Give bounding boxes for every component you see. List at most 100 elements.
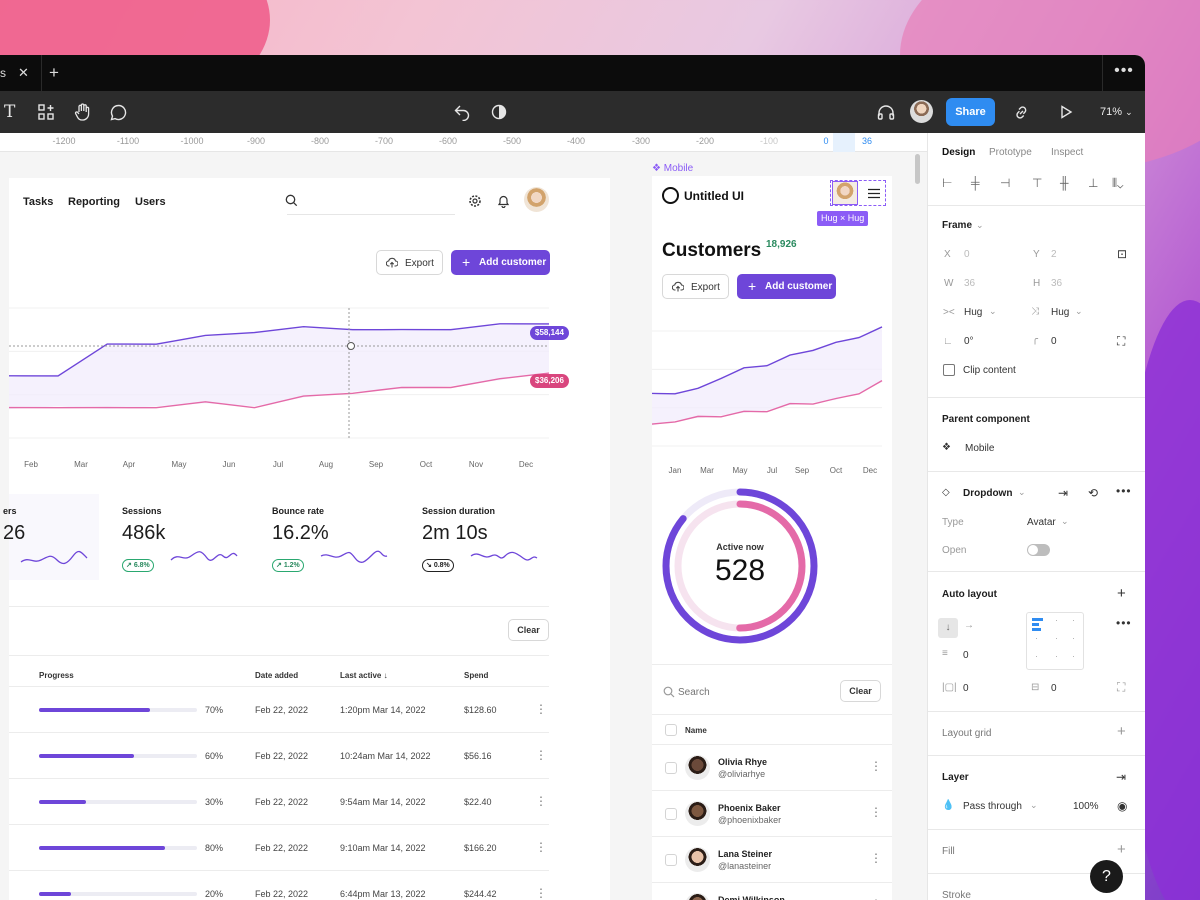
mobile-add-customer-button[interactable]: + Add customer	[737, 274, 836, 299]
bell-icon[interactable]	[497, 194, 510, 208]
row-menu-icon[interactable]: ⋮	[870, 805, 882, 819]
avatar[interactable]	[524, 187, 549, 212]
col-header-date-added[interactable]: Date added	[255, 671, 299, 680]
nav-tasks[interactable]: Tasks	[23, 196, 54, 208]
individual-padding-icon[interactable]: ⛶	[1117, 680, 1126, 694]
row-menu-icon[interactable]: ⋮	[870, 759, 882, 773]
open-toggle[interactable]	[1027, 544, 1050, 556]
col-header-last-active[interactable]: Last active ↓	[340, 671, 388, 680]
horizontal-padding-field[interactable]: 0	[963, 683, 969, 694]
direction-horizontal-icon[interactable]: →	[964, 620, 974, 631]
more-icon[interactable]: •••	[1116, 616, 1132, 630]
clip-content-checkbox[interactable]	[943, 364, 955, 376]
add-icon[interactable]: +	[1117, 723, 1126, 740]
width-mode[interactable]: Hug	[964, 307, 983, 318]
align-center-v-icon[interactable]: ╫	[1060, 176, 1069, 190]
comment-icon[interactable]	[110, 91, 127, 133]
row-checkbox[interactable]	[665, 854, 677, 866]
type-value[interactable]: Avatar	[1027, 517, 1056, 528]
tab-inspect[interactable]: Inspect	[1051, 147, 1084, 158]
chevron-down-icon[interactable]: ⌄	[989, 306, 997, 316]
mobile-export-button[interactable]: Export	[662, 274, 729, 299]
table-row[interactable]: 60% Feb 22, 2022 10:24am Mar 14, 2022 $56.1…	[9, 732, 549, 778]
search-icon[interactable]	[285, 194, 298, 207]
nav-reporting[interactable]: Reporting	[68, 196, 120, 208]
alignment-grid[interactable]: · · · · · · · ·	[1026, 612, 1084, 670]
reset-icon[interactable]: ⟲	[1088, 486, 1099, 500]
zoom-menu[interactable]: 71% ⌄	[1100, 91, 1133, 133]
layer-blend-icon[interactable]: ⇥	[1116, 770, 1127, 784]
chevron-down-icon[interactable]: ⌄	[1030, 800, 1038, 810]
user-avatar[interactable]	[910, 100, 933, 123]
text-icon[interactable]: T	[4, 102, 16, 122]
mobile-clear-button[interactable]: Clear	[840, 680, 881, 702]
align-right-icon[interactable]: ⊣	[1000, 176, 1011, 190]
mobile-frame[interactable]: Untitled UI Hug × Hug Customers 18,926 E…	[652, 176, 892, 900]
desktop-frame[interactable]: Tasks Reporting Users Export + Add custo…	[3, 178, 610, 900]
gear-icon[interactable]	[468, 194, 482, 208]
align-bottom-icon[interactable]: ⊥	[1088, 176, 1099, 190]
search-input[interactable]	[287, 214, 455, 215]
table-row[interactable]: 20% Feb 22, 2022 6:44pm Mar 13, 2022 $244.4…	[9, 870, 549, 900]
row-checkbox[interactable]	[665, 808, 677, 820]
vertical-padding-field[interactable]: 0	[1051, 683, 1057, 694]
align-left-icon[interactable]: ⊢	[942, 176, 953, 190]
table-row[interactable]: 70% Feb 22, 2022 1:20pm Mar 14, 2022 $128.6…	[9, 686, 549, 732]
position-icon[interactable]: ⊡	[1117, 247, 1128, 261]
add-customer-button[interactable]: + Add customer	[451, 250, 550, 275]
chevron-down-icon[interactable]: ⌄	[1018, 487, 1026, 497]
row-menu-icon[interactable]: ⋮	[535, 748, 547, 762]
layer-opacity[interactable]: 100%	[1073, 801, 1099, 812]
nav-users[interactable]: Users	[135, 196, 166, 208]
chevron-down-icon[interactable]: ⌄	[1075, 306, 1083, 316]
y-field[interactable]: 2	[1051, 249, 1057, 260]
row-checkbox[interactable]	[665, 762, 677, 774]
table-row[interactable]: 30% Feb 22, 2022 9:54am Mar 14, 2022 $22.40…	[9, 778, 549, 824]
file-tab[interactable]: s ✕	[0, 55, 42, 91]
components-icon[interactable]	[38, 91, 54, 133]
add-icon[interactable]: +	[1117, 585, 1126, 602]
hand-icon[interactable]	[74, 91, 91, 133]
list-item[interactable]: Lana Steiner @lanasteiner ⋮	[652, 836, 892, 882]
col-header-spend[interactable]: Spend	[464, 671, 489, 680]
chevron-down-icon[interactable]: ⌄	[1061, 516, 1069, 526]
headphones-icon[interactable]	[877, 91, 895, 133]
tab-prototype[interactable]: Prototype	[989, 147, 1032, 158]
close-icon[interactable]: ✕	[18, 65, 29, 80]
eye-icon[interactable]: ◉	[1117, 799, 1128, 813]
align-center-h-icon[interactable]: ╪	[971, 176, 980, 190]
canvas-scrollbar[interactable]	[915, 154, 920, 184]
chevron-down-icon[interactable]: ⌄	[976, 220, 984, 230]
selection-frame[interactable]	[830, 180, 886, 206]
col-header-name[interactable]: Name	[685, 726, 707, 735]
contrast-icon[interactable]	[491, 91, 507, 133]
instance-name[interactable]: Dropdown	[963, 488, 1013, 499]
parent-component-name[interactable]: Mobile	[965, 443, 995, 454]
frame-title[interactable]: Frame	[942, 220, 973, 231]
table-row[interactable]: 80% Feb 22, 2022 9:10am Mar 14, 2022 $166.2…	[9, 824, 549, 870]
add-icon[interactable]: +	[1117, 841, 1126, 858]
align-top-icon[interactable]: ⊤	[1032, 176, 1043, 190]
mobile-frame-label[interactable]: ❖ Mobile	[652, 163, 694, 174]
col-header-progress[interactable]: Progress	[39, 671, 74, 680]
menu-icon[interactable]	[867, 188, 881, 199]
play-icon[interactable]	[1060, 91, 1073, 133]
list-item[interactable]: Olivia Rhye @oliviarhye ⋮	[652, 744, 892, 790]
list-item[interactable]: Phoenix Baker @phoenixbaker ⋮	[652, 790, 892, 836]
independent-corners-icon[interactable]: ⛶	[1117, 334, 1126, 348]
row-menu-icon[interactable]: ⋮	[870, 851, 882, 865]
design-canvas[interactable]: Tasks Reporting Users Export + Add custo…	[0, 152, 927, 900]
distribute-icon[interactable]: ⫴⌄	[1112, 176, 1124, 190]
help-button[interactable]: ?	[1090, 860, 1123, 893]
list-item[interactable]: Demi Wilkinson ⋮	[652, 882, 892, 900]
row-menu-icon[interactable]: ⋮	[535, 886, 547, 900]
rotation-field[interactable]: 0°	[964, 336, 974, 347]
row-menu-icon[interactable]: ⋮	[535, 840, 547, 854]
select-all-checkbox[interactable]	[665, 724, 677, 736]
new-tab-icon[interactable]: +	[49, 63, 59, 82]
row-menu-icon[interactable]: ⋮	[535, 702, 547, 716]
align-tools[interactable]: ⊢ ╪ ⊣ ⊤ ╫ ⊥ ⫴⌄	[940, 176, 1140, 192]
more-icon[interactable]: •••	[1116, 484, 1132, 498]
return-icon[interactable]	[454, 91, 471, 133]
row-menu-icon[interactable]: ⋮	[535, 794, 547, 808]
